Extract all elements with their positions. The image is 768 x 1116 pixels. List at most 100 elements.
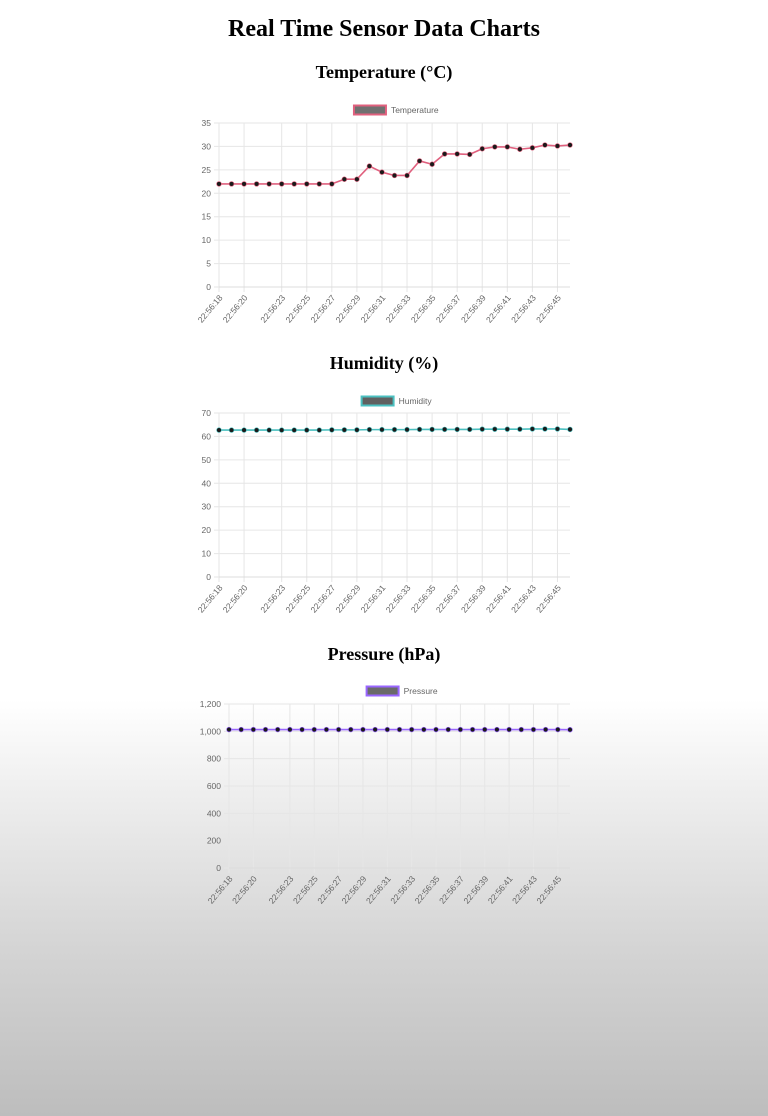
- humidity-data-point[interactable]: [504, 426, 511, 432]
- temperature-data-point[interactable]: [216, 181, 222, 187]
- temperature-data-point[interactable]: [278, 181, 285, 187]
- temperature-data-point[interactable]: [542, 142, 548, 148]
- temperature-data-point[interactable]: [329, 181, 335, 187]
- pressure-x-tick-label: 22:56:18: [206, 874, 235, 906]
- humidity-data-point[interactable]: [354, 427, 360, 433]
- pressure-data-point[interactable]: [238, 726, 244, 733]
- humidity-x-tick-label: 22:56:37: [434, 583, 463, 615]
- pressure-data-point[interactable]: [275, 726, 281, 733]
- pressure-data-point[interactable]: [542, 726, 549, 733]
- temperature-data-point[interactable]: [529, 145, 536, 151]
- temperature-data-point[interactable]: [441, 151, 448, 157]
- pressure-data-point[interactable]: [506, 726, 512, 733]
- temperature-x-tick-label: 22:56:25: [283, 293, 312, 325]
- temperature-data-point[interactable]: [341, 176, 348, 182]
- temperature-data-point[interactable]: [454, 151, 460, 157]
- temperature-data-point[interactable]: [316, 181, 322, 187]
- temperature-data-point[interactable]: [379, 169, 385, 175]
- temperature-data-point[interactable]: [504, 144, 511, 150]
- temperature-legend-label[interactable]: Temperature: [391, 105, 439, 115]
- humidity-data-point[interactable]: [291, 427, 297, 433]
- humidity-data-point[interactable]: [216, 427, 222, 433]
- humidity-data-point[interactable]: [492, 426, 498, 432]
- pressure-data-point[interactable]: [226, 726, 232, 733]
- pressure-data-point[interactable]: [518, 726, 524, 733]
- humidity-data-point[interactable]: [253, 427, 260, 433]
- temperature-data-point[interactable]: [228, 181, 235, 187]
- pressure-data-point[interactable]: [323, 726, 330, 733]
- pressure-data-point[interactable]: [408, 726, 415, 733]
- temperature-legend-swatch[interactable]: [352, 104, 387, 116]
- temperature-data-point[interactable]: [517, 146, 523, 152]
- humidity-data-point[interactable]: [567, 426, 573, 433]
- humidity-data-point[interactable]: [228, 427, 235, 433]
- humidity-data-point[interactable]: [467, 426, 473, 433]
- pressure-data-point[interactable]: [360, 726, 366, 733]
- temperature-data-point[interactable]: [304, 181, 310, 187]
- pressure-data-point[interactable]: [445, 726, 451, 733]
- humidity-data-point[interactable]: [341, 427, 348, 433]
- pressure-data-point[interactable]: [421, 726, 427, 733]
- humidity-y-tick-label: 30: [202, 502, 212, 512]
- temperature-data-point[interactable]: [366, 163, 373, 169]
- pressure-data-point[interactable]: [372, 726, 378, 733]
- temperature-data-point[interactable]: [492, 144, 498, 150]
- pressure-data-point[interactable]: [311, 726, 317, 733]
- pressure-data-point[interactable]: [335, 726, 342, 733]
- temperature-data-point[interactable]: [416, 158, 423, 164]
- pressure-data-point[interactable]: [348, 726, 354, 733]
- temperature-data-point[interactable]: [567, 142, 573, 148]
- pressure-data-point[interactable]: [567, 726, 573, 733]
- humidity-data-point[interactable]: [304, 427, 310, 433]
- temperature-data-point[interactable]: [266, 181, 272, 187]
- pressure-y-tick-label: 1,000: [200, 726, 222, 736]
- pressure-data-point[interactable]: [287, 726, 293, 733]
- temperature-data-point[interactable]: [291, 181, 297, 187]
- temperature-data-point[interactable]: [429, 161, 435, 167]
- pressure-data-point[interactable]: [250, 726, 257, 733]
- temperature-data-point[interactable]: [241, 181, 247, 187]
- humidity-data-point[interactable]: [429, 426, 435, 433]
- humidity-data-point[interactable]: [329, 427, 335, 433]
- temperature-data-point[interactable]: [554, 143, 561, 149]
- humidity-x-tick-label: 22:56:23: [258, 583, 287, 615]
- humidity-legend-label[interactable]: Humidity: [399, 396, 433, 406]
- pressure-data-point[interactable]: [494, 726, 500, 733]
- pressure-data-point[interactable]: [433, 726, 439, 733]
- humidity-data-point[interactable]: [441, 426, 448, 433]
- temperature-data-point[interactable]: [467, 151, 473, 158]
- humidity-data-point[interactable]: [278, 427, 285, 433]
- humidity-data-point[interactable]: [266, 427, 272, 433]
- humidity-data-point[interactable]: [404, 426, 410, 433]
- temperature-data-point[interactable]: [354, 176, 360, 182]
- temperature-data-point[interactable]: [404, 172, 410, 179]
- humidity-data-point[interactable]: [391, 426, 398, 433]
- pressure-legend-label[interactable]: Pressure: [404, 686, 438, 696]
- humidity-data-point[interactable]: [517, 426, 523, 432]
- pressure-data-point[interactable]: [555, 726, 561, 733]
- pressure-data-point[interactable]: [457, 726, 464, 733]
- page-title: Real Time Sensor Data Charts: [228, 16, 540, 42]
- pressure-data-point[interactable]: [530, 726, 537, 733]
- temperature-data-point[interactable]: [253, 181, 260, 187]
- pressure-data-point[interactable]: [299, 726, 305, 733]
- pressure-data-point[interactable]: [482, 726, 488, 733]
- pressure-data-point[interactable]: [396, 726, 403, 733]
- humidity-data-point[interactable]: [379, 426, 385, 433]
- pressure-data-point[interactable]: [262, 726, 269, 733]
- temperature-data-point[interactable]: [479, 146, 485, 152]
- pressure-data-point[interactable]: [384, 726, 391, 733]
- pressure-legend-swatch[interactable]: [365, 685, 400, 697]
- humidity-legend-swatch[interactable]: [360, 395, 395, 407]
- pressure-data-point[interactable]: [469, 726, 476, 733]
- humidity-data-point[interactable]: [416, 426, 423, 433]
- humidity-data-point[interactable]: [554, 426, 561, 432]
- humidity-data-point[interactable]: [479, 426, 485, 432]
- humidity-data-point[interactable]: [316, 427, 322, 433]
- humidity-data-point[interactable]: [529, 426, 536, 432]
- humidity-data-point[interactable]: [241, 427, 247, 433]
- humidity-data-point[interactable]: [366, 426, 373, 433]
- humidity-data-point[interactable]: [542, 426, 548, 432]
- temperature-data-point[interactable]: [391, 172, 398, 179]
- humidity-data-point[interactable]: [454, 426, 460, 433]
